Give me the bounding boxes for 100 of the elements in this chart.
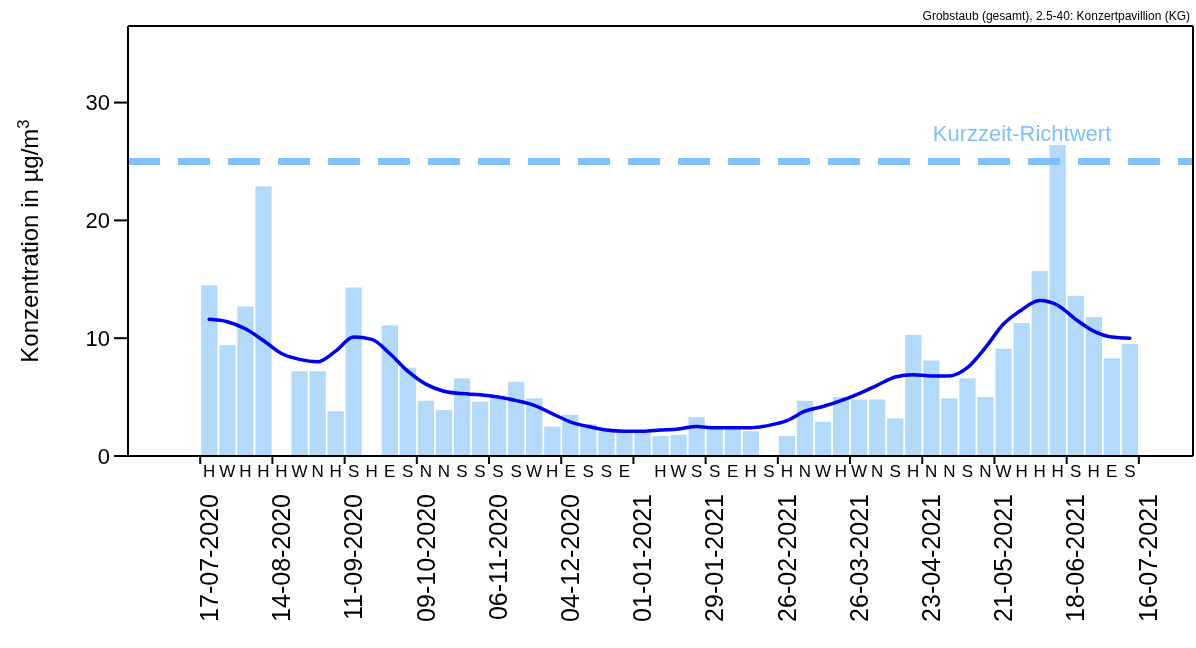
data-label: S bbox=[889, 462, 901, 481]
data-label: W bbox=[291, 462, 308, 481]
data-label: W bbox=[851, 462, 868, 481]
data-label: H bbox=[654, 462, 667, 481]
data-label: E bbox=[384, 462, 396, 481]
data-label: S bbox=[1124, 462, 1136, 481]
bar bbox=[435, 410, 453, 456]
data-label: H bbox=[546, 462, 559, 481]
bar bbox=[1067, 295, 1084, 456]
data-label: N bbox=[943, 462, 956, 481]
data-label: N bbox=[870, 462, 884, 481]
x-tick-label: 09-10-2020 bbox=[411, 494, 440, 622]
bar bbox=[201, 285, 218, 456]
bar bbox=[490, 398, 507, 456]
bar bbox=[814, 421, 832, 456]
data-label: S bbox=[708, 462, 721, 481]
x-tick-label: 16-07-2021 bbox=[1133, 494, 1162, 622]
data-label: H bbox=[1051, 462, 1064, 481]
data-label: W bbox=[814, 462, 831, 481]
bar bbox=[544, 426, 561, 456]
x-tick-label: 04-12-2020 bbox=[555, 494, 584, 622]
bar bbox=[1049, 144, 1066, 456]
bar bbox=[381, 325, 398, 456]
bar bbox=[706, 427, 723, 456]
ref-line-label: Kurzzeit-Richtwert bbox=[932, 121, 1112, 148]
data-label: E bbox=[564, 462, 576, 481]
data-label: N bbox=[925, 462, 938, 481]
bar bbox=[508, 381, 525, 456]
bar bbox=[887, 418, 904, 456]
data-label: H bbox=[907, 462, 920, 481]
data-label: H bbox=[1033, 462, 1046, 481]
data-label: S bbox=[402, 462, 414, 481]
data-label: H bbox=[239, 462, 252, 481]
data-label: W bbox=[526, 462, 543, 481]
x-tick-label: 23-04-2021 bbox=[916, 494, 945, 622]
bar bbox=[832, 397, 850, 456]
bar bbox=[526, 398, 543, 456]
bar bbox=[291, 371, 308, 456]
data-label: H bbox=[780, 462, 793, 481]
data-label: S bbox=[690, 462, 703, 481]
x-tick-label: 26-03-2021 bbox=[844, 494, 873, 622]
line-series bbox=[207, 298, 1132, 434]
data-label: S bbox=[582, 462, 594, 481]
bar bbox=[1085, 316, 1102, 456]
bar bbox=[399, 367, 417, 456]
chart-title: Grobstaub (gesamt), 2.5-40: Konzertpavillion (KG) bbox=[922, 8, 1190, 24]
data-label: E bbox=[618, 462, 631, 481]
bar bbox=[417, 400, 435, 456]
data-label: W bbox=[219, 462, 236, 481]
data-label: S bbox=[347, 462, 360, 481]
data-label: H bbox=[834, 462, 848, 481]
bar bbox=[309, 371, 326, 456]
bar bbox=[869, 399, 886, 456]
data-label: H bbox=[203, 462, 216, 481]
x-tick-label: 29-01-2021 bbox=[700, 494, 729, 622]
data-label: S bbox=[510, 462, 522, 481]
data-label: E bbox=[1106, 462, 1118, 481]
data-label: S bbox=[1070, 462, 1082, 481]
data-label: H bbox=[1087, 462, 1100, 481]
data-label: S bbox=[492, 462, 504, 481]
bar bbox=[453, 378, 471, 456]
bar bbox=[1103, 358, 1120, 456]
data-label: S bbox=[600, 462, 613, 481]
data-label: N bbox=[437, 462, 451, 481]
text: H bbox=[275, 462, 288, 481]
data-label: E bbox=[727, 462, 739, 481]
bar bbox=[851, 399, 868, 456]
x-tick-label: 21-05-2021 bbox=[989, 494, 1018, 622]
data-label: N bbox=[419, 462, 432, 481]
bar bbox=[778, 435, 796, 456]
text: H bbox=[365, 462, 378, 481]
data-label: H bbox=[257, 462, 270, 481]
x-tick-label: 11-09-2020 bbox=[339, 494, 368, 621]
data-label: W bbox=[670, 462, 687, 481]
bar bbox=[471, 401, 489, 456]
bar bbox=[1121, 344, 1139, 456]
y-tick-label: 20 bbox=[85, 208, 110, 234]
data-label: N bbox=[979, 462, 992, 481]
y-tick-label: 30 bbox=[85, 90, 110, 116]
x-tick-label: 14-08-2020 bbox=[267, 494, 296, 622]
x-tick-label: 17-07-2020 bbox=[194, 494, 223, 622]
bar bbox=[923, 360, 940, 456]
bar bbox=[905, 334, 922, 456]
bar bbox=[670, 434, 687, 456]
data-label: W bbox=[995, 462, 1012, 481]
text: S bbox=[763, 462, 775, 481]
data-label: N bbox=[798, 462, 812, 481]
x-tick-label: 06-11-2020 bbox=[483, 494, 512, 621]
x-tick-label: 01-01-2021 bbox=[628, 494, 657, 622]
data-label: S bbox=[961, 462, 974, 481]
bar bbox=[1031, 271, 1048, 456]
data-label: H bbox=[744, 462, 757, 481]
x-tick-label: 18-06-2021 bbox=[1061, 494, 1090, 622]
y-tick-label: 10 bbox=[85, 326, 110, 351]
x-tick-label: 26-02-2021 bbox=[772, 494, 801, 622]
data-label: H bbox=[1015, 462, 1028, 481]
bar bbox=[742, 431, 759, 456]
bar bbox=[345, 287, 362, 456]
bar bbox=[327, 411, 344, 456]
data-label: N bbox=[311, 462, 324, 481]
